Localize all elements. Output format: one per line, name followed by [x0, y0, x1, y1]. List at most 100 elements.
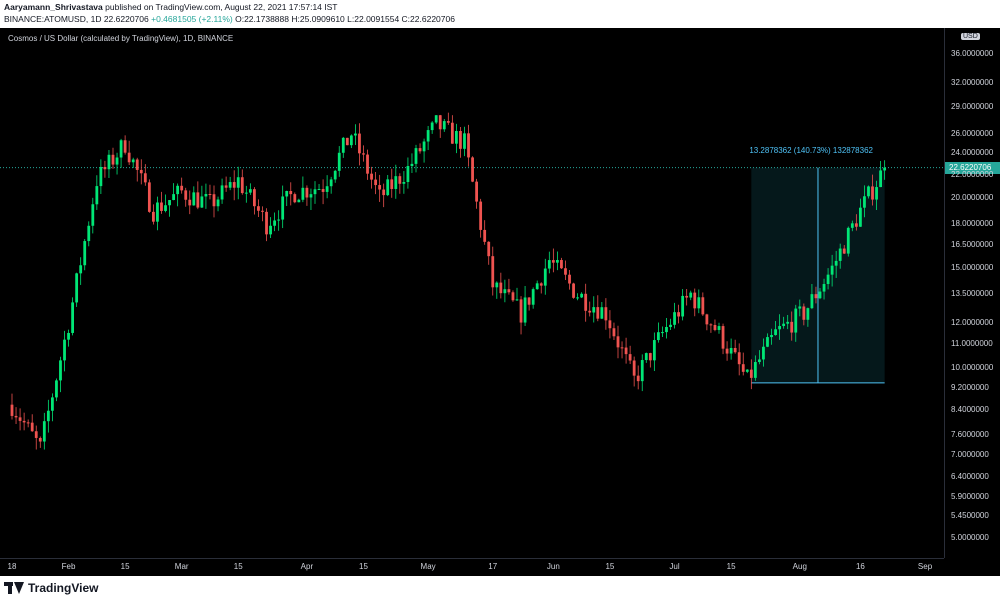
candle-body	[240, 177, 244, 194]
candle-body	[265, 211, 268, 235]
candle-body	[584, 293, 588, 311]
candle-body	[333, 170, 337, 180]
candle-body	[402, 182, 406, 184]
candle-body	[51, 397, 54, 411]
candle-body	[556, 260, 559, 263]
price-tick: 18.0000000	[951, 218, 994, 228]
candle-body	[737, 352, 741, 365]
time-tick: Jun	[546, 562, 560, 571]
candle-body	[289, 190, 293, 195]
candle-body	[665, 327, 668, 333]
candle-body	[337, 152, 341, 171]
candle-body	[640, 360, 644, 382]
candle-body	[430, 122, 434, 131]
candle-body	[794, 308, 798, 333]
candle-body	[705, 314, 709, 325]
tradingview-logo[interactable]: TradingView	[4, 581, 98, 595]
candle-body	[616, 336, 620, 348]
candle-body	[188, 199, 192, 206]
candle-body	[822, 284, 826, 292]
candle-body	[212, 194, 216, 207]
candle-body	[115, 157, 119, 165]
candle-body	[317, 189, 321, 191]
candle-body	[859, 207, 862, 227]
candle-body	[127, 152, 131, 163]
candle-body	[826, 274, 830, 285]
candle-body	[156, 202, 159, 222]
candle-body	[131, 159, 135, 163]
candle-body	[208, 194, 212, 196]
candle-body	[507, 289, 511, 293]
candle-body	[164, 205, 167, 211]
price-tick: 8.4000000	[951, 405, 989, 415]
candle-body	[842, 248, 846, 254]
ohlc-high: H:25.0909610	[291, 14, 345, 24]
candle-body	[55, 380, 58, 398]
candle-body	[293, 194, 297, 203]
candle-body	[644, 353, 648, 361]
candle-body	[42, 421, 46, 442]
candle-body	[499, 282, 503, 294]
candle-body	[592, 307, 596, 313]
candle-body	[612, 328, 616, 337]
symbol-info: BINANCE:ATOMUSD, 1D 22.6220706 +0.468150…	[4, 14, 455, 24]
candle-body	[196, 192, 200, 208]
candle-body	[139, 169, 143, 174]
candle-body	[224, 185, 228, 188]
author-name[interactable]: Aaryamann_Shrivastava	[4, 2, 103, 12]
candle-body	[483, 229, 487, 242]
candle-body	[152, 211, 155, 222]
chart-pane[interactable]: Cosmos / US Dollar (calculated by Tradin…	[0, 28, 944, 576]
candle-body	[285, 190, 289, 197]
candle-body	[83, 241, 87, 266]
candle-body	[450, 122, 454, 144]
time-tick: 15	[726, 562, 736, 571]
candle-body	[475, 181, 478, 202]
candle-body	[313, 189, 317, 195]
price-tick: 6.4000000	[951, 472, 989, 482]
candle-body	[269, 225, 272, 235]
candle-body	[495, 282, 499, 288]
time-tick: 16	[855, 562, 865, 571]
price-axis[interactable]: USD 22.6220706 36.0000000 32.0000000 29.00…	[944, 28, 1000, 576]
candle-body	[709, 324, 713, 326]
candle-body	[580, 293, 584, 298]
time-tick: 15	[359, 562, 368, 571]
price-change: +0.4681505 (+2.11%)	[151, 14, 233, 24]
candle-body	[220, 185, 224, 200]
candle-body	[515, 299, 519, 301]
candle-body	[863, 196, 866, 208]
candle-body	[176, 185, 180, 195]
candle-body	[758, 359, 761, 363]
candle-body	[135, 159, 139, 170]
candle-body	[467, 133, 470, 158]
candle-body	[531, 289, 535, 305]
candlestick-chart[interactable]	[0, 28, 944, 558]
time-tick: Mar	[174, 562, 189, 571]
candle-body	[374, 179, 377, 186]
candle-body	[576, 297, 579, 299]
price-tick: 16.5000000	[951, 239, 994, 249]
candle-body	[103, 166, 107, 170]
candle-body	[798, 306, 802, 309]
time-axis[interactable]: 18 Feb 15 Mar 15 Apr 15 May 17 Jun 15 Jul 15 Aug 16 Sep	[0, 558, 944, 576]
candle-body	[624, 347, 628, 355]
ohlc-open: O:22.1738888	[235, 14, 289, 24]
candle-body	[673, 312, 676, 325]
currency-label[interactable]: USD	[961, 33, 980, 40]
candle-body	[184, 190, 188, 200]
candle-body	[741, 364, 745, 372]
candle-body	[572, 283, 575, 298]
candle-body	[652, 340, 656, 361]
chart-title: Cosmos / US Dollar (calculated by Tradin…	[8, 34, 234, 43]
candle-body	[766, 337, 769, 347]
measure-tool-label: 13.2878362 (140.73%) 132878362	[749, 145, 873, 155]
candle-body	[301, 187, 305, 200]
candle-body	[277, 219, 281, 221]
candle-body	[418, 148, 422, 152]
candle-body	[778, 326, 781, 330]
candle-body	[871, 186, 874, 200]
candle-body	[358, 133, 361, 154]
ohlc-close: C:22.6220706	[401, 14, 455, 24]
candle-body	[14, 415, 18, 418]
